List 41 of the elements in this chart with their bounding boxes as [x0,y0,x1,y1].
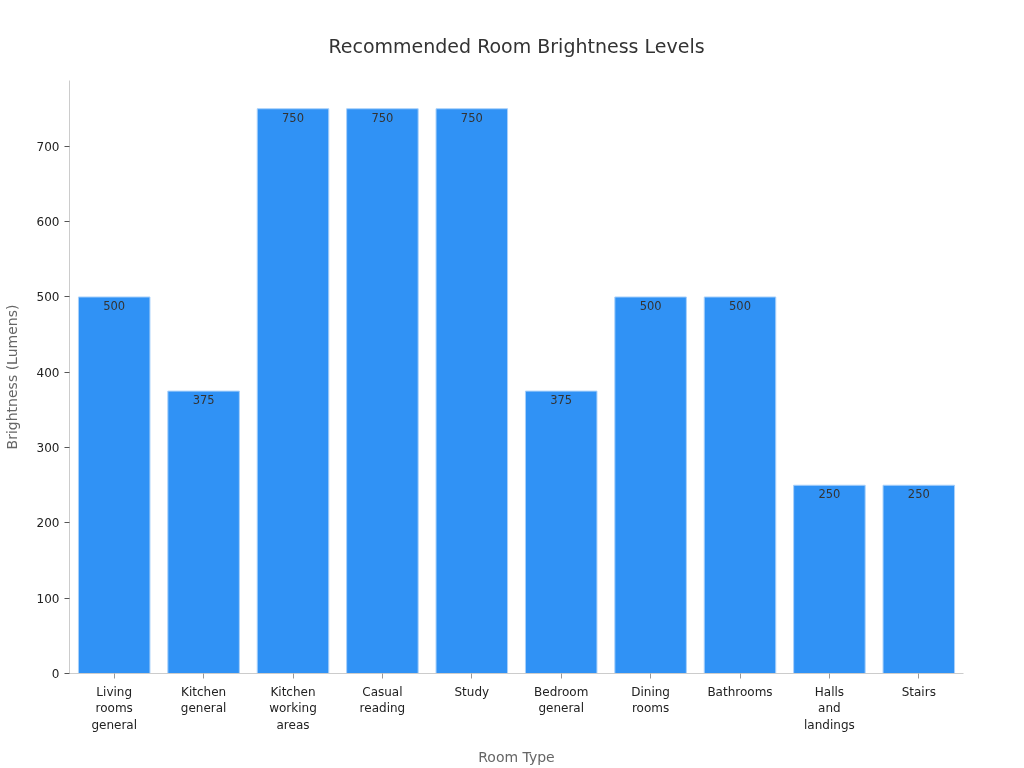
y-tick-label: 600 [36,215,60,230]
x-tick-label: Kitchen working areas [269,684,317,733]
data-label: 500 [729,298,751,313]
x-tick-label: Bathrooms [707,684,773,699]
data-label: 500 [639,298,662,313]
x-tick-label: Stairs [901,684,936,699]
y-tick-label: 0 [51,667,60,681]
bar [793,484,866,674]
bar [256,108,330,674]
chart-title: Recommended Room Brightness Levels [328,34,705,57]
x-tick-label: Halls and landings [804,684,855,733]
data-label: 250 [818,487,841,502]
bar [614,296,687,674]
x-tick-label: Study [454,684,490,699]
bar [77,296,151,674]
bar [435,108,509,674]
data-label: 750 [282,110,304,125]
x-tick-label: Living rooms general [91,684,137,733]
bar [167,390,240,674]
y-tick-label: 400 [36,365,60,380]
data-label: 500 [103,298,126,313]
y-axis-title: Brightness (Lumens) [3,304,20,450]
y-tick-label: 700 [36,139,60,154]
bar [524,390,598,674]
bar [703,296,777,674]
x-tick-label: Casual reading [359,684,406,716]
data-label: 750 [460,110,483,125]
y-tick-label: 300 [36,441,60,456]
y-tick-label: 500 [36,290,60,305]
y-tick-label: 100 [36,591,60,606]
x-tick-label: Dining rooms [631,684,670,716]
x-axis-title: Room Type [478,749,555,766]
y-tick-label: 200 [36,516,60,531]
data-label: 750 [371,110,394,125]
bar [346,108,419,674]
data-label: 375 [550,393,573,408]
bar [882,484,956,674]
data-label: 375 [192,393,215,408]
x-tick-label: Bedroom general [534,684,589,716]
data-label: 250 [907,487,930,502]
x-tick-label: Kitchen general [180,684,227,716]
